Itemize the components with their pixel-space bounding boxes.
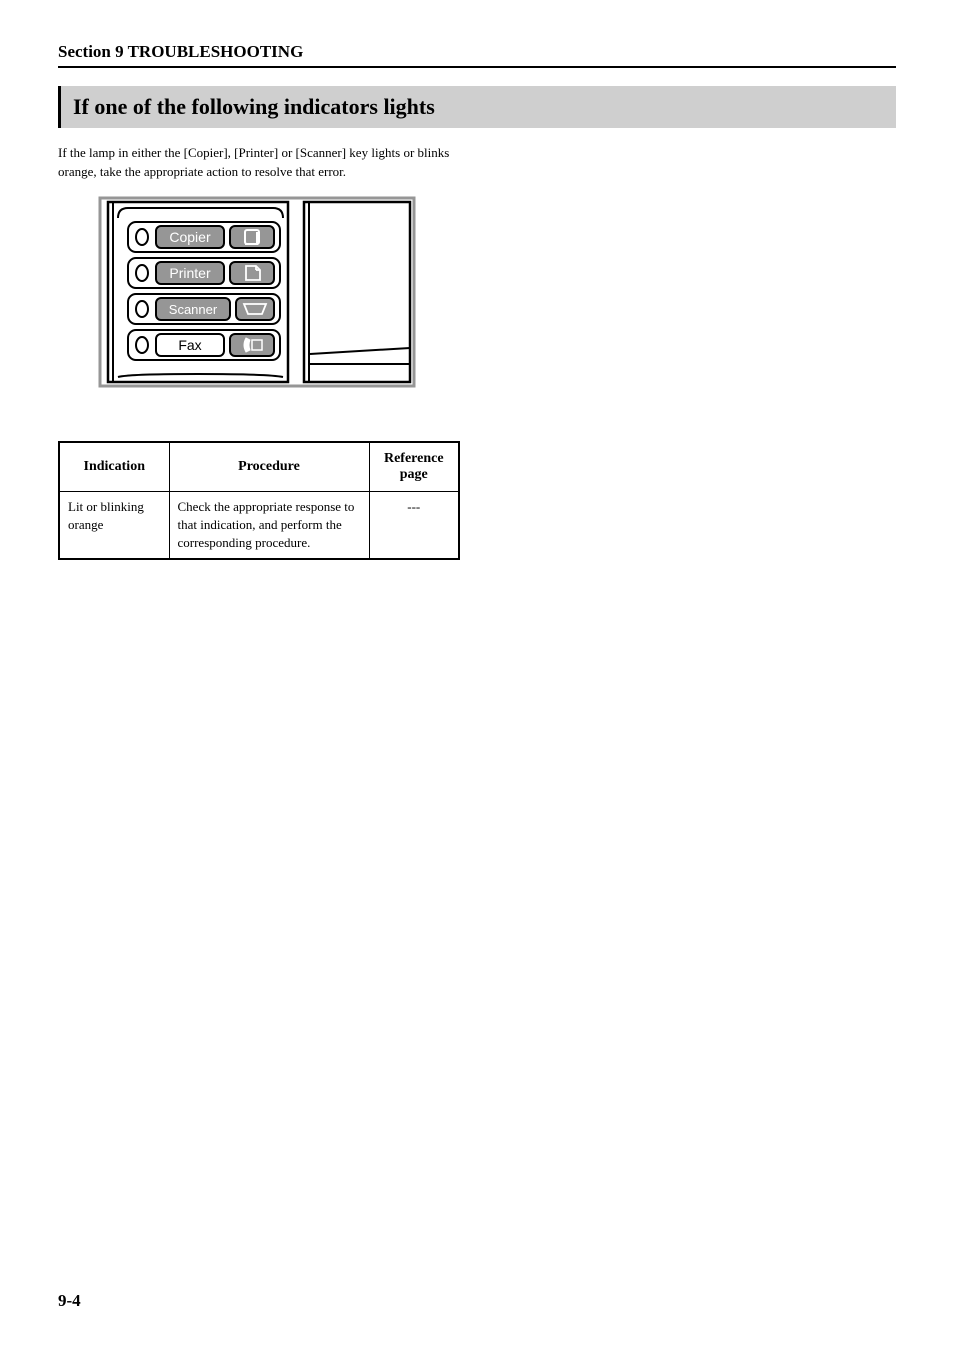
top-bracket	[118, 208, 283, 218]
scanner-label: Scanner	[169, 302, 218, 317]
printer-label: Printer	[169, 265, 211, 281]
right-panel-line1	[310, 348, 410, 354]
cell-indication: Lit or blinking orange	[59, 491, 169, 559]
cell-procedure: Check the appropriate response to that i…	[169, 491, 369, 559]
cell-reference: ---	[369, 491, 459, 559]
page-title: If one of the following indicators light…	[58, 86, 896, 128]
scanner-row: Scanner	[128, 294, 280, 324]
indicator-table: Indication Procedure Reference page Lit …	[58, 441, 460, 561]
bottom-curve	[118, 374, 283, 377]
fax-icon	[244, 338, 250, 352]
fax-label: Fax	[178, 337, 201, 353]
section-divider	[58, 66, 896, 68]
copier-label: Copier	[169, 229, 211, 245]
right-panel-frame	[304, 202, 410, 382]
table-row: Lit or blinking orange Check the appropr…	[59, 491, 459, 559]
printer-led-icon	[136, 265, 148, 281]
page-number: 9-4	[58, 1291, 81, 1311]
copier-row: Copier	[128, 222, 280, 252]
section-header: Section 9 TROUBLESHOOTING	[58, 42, 896, 62]
header-procedure: Procedure	[169, 442, 369, 492]
fax-led-icon	[136, 337, 148, 353]
scanner-led-icon	[136, 301, 148, 317]
header-reference: Reference page	[369, 442, 459, 492]
fax-row: Fax	[128, 330, 280, 360]
key-panel-diagram: Copier Printer Scanner	[98, 196, 896, 393]
table-header-row: Indication Procedure Reference page	[59, 442, 459, 492]
printer-row: Printer	[128, 258, 280, 288]
intro-paragraph: If the lamp in either the [Copier], [Pri…	[58, 144, 488, 182]
header-indication: Indication	[59, 442, 169, 492]
copier-led-icon	[136, 229, 148, 245]
panel-svg: Copier Printer Scanner	[98, 196, 416, 388]
